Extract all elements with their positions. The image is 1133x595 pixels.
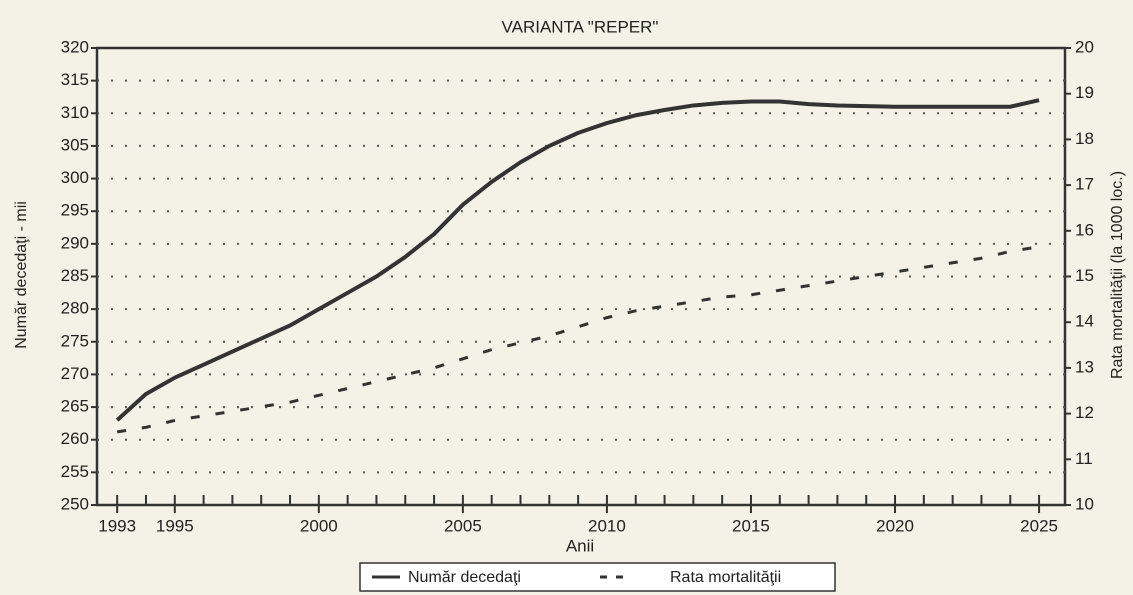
y2-tick-label: 20: [1075, 37, 1094, 56]
legend-label: Număr decedaţi: [408, 569, 521, 586]
y-tick-label: 280: [61, 299, 89, 318]
y-tick-label: 310: [61, 103, 89, 122]
y-axis-label: Număr decedaţi - mii: [13, 201, 30, 349]
y-tick-label: 275: [61, 331, 89, 350]
y2-tick-label: 10: [1075, 494, 1094, 513]
y2-tick-label: 18: [1075, 129, 1094, 148]
y2-tick-label: 13: [1075, 357, 1094, 376]
y-tick-label: 320: [61, 37, 89, 56]
y-tick-label: 255: [61, 462, 89, 481]
plot-frame: [95, 46, 1067, 507]
series-line: [115, 98, 1040, 422]
y-tick-label: 270: [61, 364, 89, 383]
y-tick-label: 260: [61, 429, 89, 448]
y2-tick-label: 16: [1075, 220, 1094, 239]
y2-tick-label: 11: [1075, 449, 1093, 468]
x-tick-label: 2025: [1020, 516, 1058, 535]
legend-box: [359, 562, 836, 592]
series-line: [116, 245, 1040, 434]
x-tick-label: 2000: [300, 516, 338, 535]
y2-tick-label: 19: [1075, 83, 1094, 102]
y2-axis-label: Rata mortalităţii (la 1000 loc.): [1109, 171, 1126, 379]
y-tick-label: 250: [61, 494, 89, 513]
legend-label: Rata mortalităţii: [670, 569, 781, 586]
y-tick-label: 295: [61, 201, 89, 220]
y-tick-label: 305: [61, 135, 89, 154]
y-tick-label: 300: [61, 168, 89, 187]
x-tick-label: 2005: [444, 516, 482, 535]
y2-tick-label: 14: [1075, 312, 1094, 331]
y2-tick-label: 15: [1075, 266, 1094, 285]
y-tick-label: 285: [61, 266, 89, 285]
x-tick-label: 2015: [732, 516, 770, 535]
x-axis-label: Anii: [566, 536, 594, 555]
y2-tick-label: 17: [1075, 175, 1094, 194]
y-tick-label: 265: [61, 397, 89, 416]
y-tick-label: 290: [61, 233, 89, 252]
x-tick-label: 2010: [588, 516, 626, 535]
chart-title: VARIANTA "REPER": [502, 17, 659, 36]
x-tick-label: 1995: [156, 516, 194, 535]
y2-tick-label: 12: [1075, 403, 1094, 422]
x-tick-label: 1993: [98, 516, 136, 535]
x-tick-label: 2020: [876, 516, 914, 535]
y-tick-label: 315: [61, 70, 89, 89]
